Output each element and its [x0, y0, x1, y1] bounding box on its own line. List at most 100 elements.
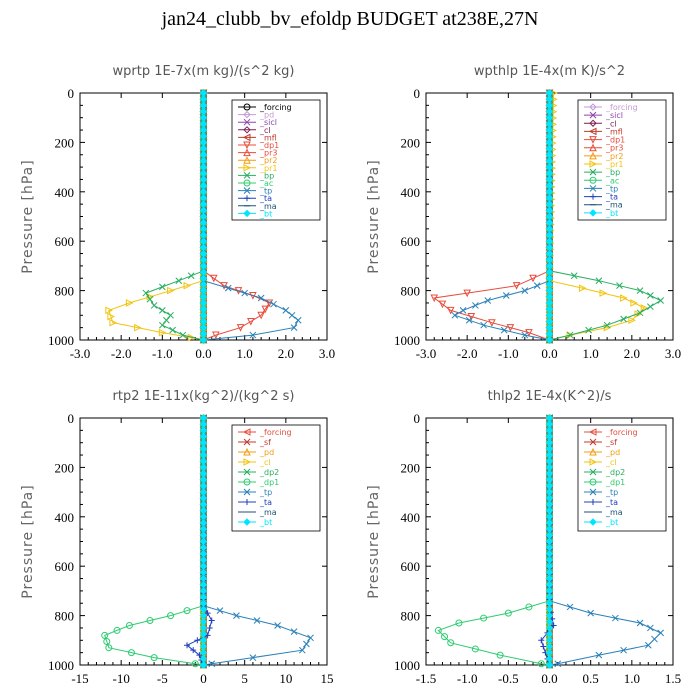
x-tick-label: 5 [241, 671, 248, 686]
data-point [167, 612, 175, 620]
data-point [158, 307, 166, 314]
x-tick-label: -1.5 [416, 671, 437, 686]
data-point [125, 299, 134, 307]
y-tick-label: 200 [401, 460, 421, 475]
data-point [446, 306, 455, 315]
data-point [298, 646, 306, 654]
legend-entry: _dp1 [605, 136, 625, 145]
x-tick-label: -1.0 [457, 671, 478, 686]
series-line [145, 93, 204, 341]
series-line [437, 418, 550, 666]
data-point [206, 624, 213, 631]
y-tick-label: 200 [55, 135, 75, 150]
data-point [146, 617, 154, 625]
data-point [179, 331, 187, 339]
data-point [208, 617, 215, 624]
data-point [249, 654, 257, 661]
data-point [187, 272, 195, 280]
legend-entry: _ma [605, 508, 623, 517]
x-tick-label: -5 [157, 671, 168, 686]
legend-marker [243, 163, 252, 172]
x-tick-label: 10 [279, 671, 292, 686]
data-point [521, 287, 529, 294]
legend-marker [589, 447, 597, 456]
legend-marker [589, 458, 598, 466]
data-point [241, 289, 249, 297]
series-bt [545, 89, 554, 344]
data-point [472, 302, 479, 309]
data-point [105, 644, 113, 652]
legend-entry: _mfl [605, 127, 623, 136]
legend-marker [243, 156, 251, 164]
data-point [566, 331, 574, 339]
data-point [484, 297, 492, 304]
data-point [150, 302, 158, 309]
legend-entry: _ta [259, 498, 272, 507]
data-point [566, 331, 575, 339]
y-tick-label: 0 [68, 86, 75, 101]
legend-marker [243, 468, 251, 476]
legend-entry: _tp [259, 488, 272, 497]
data-point [612, 614, 619, 622]
data-point [636, 619, 644, 627]
data-point [545, 661, 554, 669]
data-point [142, 289, 150, 297]
y-tick-label: 800 [55, 609, 75, 624]
y-tick-label: 0 [68, 411, 75, 426]
legend-entry: _ma [605, 201, 623, 210]
y-tick-label: 600 [401, 234, 421, 249]
data-point [158, 321, 166, 329]
data-point [447, 639, 455, 647]
y-axis-label: Pressure [hPa] [20, 484, 36, 598]
legend-marker [243, 148, 251, 157]
legend-marker [589, 168, 597, 176]
data-point [199, 336, 208, 344]
legend-entry: _ac [605, 176, 619, 185]
data-point [105, 306, 113, 315]
data-point [488, 319, 496, 327]
legend-marker [589, 185, 597, 192]
chart-panel-1: wprtp 1E-7x(m kg)/(s^2 kg) Pressure [hPa]… [20, 64, 335, 361]
legend-entry: _ta [259, 194, 272, 203]
data-point [620, 315, 627, 323]
data-point [545, 336, 554, 344]
data-point [257, 311, 265, 320]
data-point [183, 607, 191, 615]
data-point [253, 617, 261, 624]
x-tick-label: -15 [71, 671, 88, 686]
y-tick-label: 800 [401, 609, 421, 624]
data-point [434, 626, 442, 634]
data-point [146, 295, 154, 303]
data-point [512, 282, 521, 290]
data-point [261, 305, 270, 314]
legend-entry: _cl [605, 119, 617, 128]
data-point [441, 633, 449, 641]
legend-entry: _bt [259, 209, 272, 218]
data-point [506, 324, 515, 332]
legend-marker [589, 176, 597, 184]
data-point [194, 637, 201, 644]
data-point [257, 294, 265, 302]
data-point [538, 637, 545, 644]
legend-marker [590, 499, 596, 505]
figure-title: jan24_clubb_bv_efoldp BUDGET at238E,27N [161, 8, 539, 30]
data-point [647, 303, 654, 311]
legend-entry: _sicl [605, 111, 623, 120]
legend-marker [243, 438, 251, 446]
y-tick-label: 200 [55, 460, 75, 475]
legend-marker [589, 468, 597, 476]
series-bt [199, 89, 208, 344]
legend-entry: _bp [259, 171, 274, 180]
legend-entry: _ac [259, 179, 273, 188]
legend: _forcing_pd_sicl_cl_mfl_dp1_pr3_pr2_pr1_… [231, 99, 321, 221]
data-point [167, 286, 175, 295]
legend-marker [589, 111, 597, 119]
legend-marker [243, 179, 251, 187]
x-tick-label: -2.0 [111, 346, 132, 361]
legend-entry: _pr1 [259, 164, 277, 173]
data-point [566, 603, 574, 611]
data-point [595, 277, 603, 285]
chart-panel-3: rtp2 1E-11x(kg^2)/(kg^2 s) Pressure [hPa]… [20, 389, 334, 686]
legend-entry: _tp [605, 184, 618, 193]
legend-marker [243, 118, 251, 126]
